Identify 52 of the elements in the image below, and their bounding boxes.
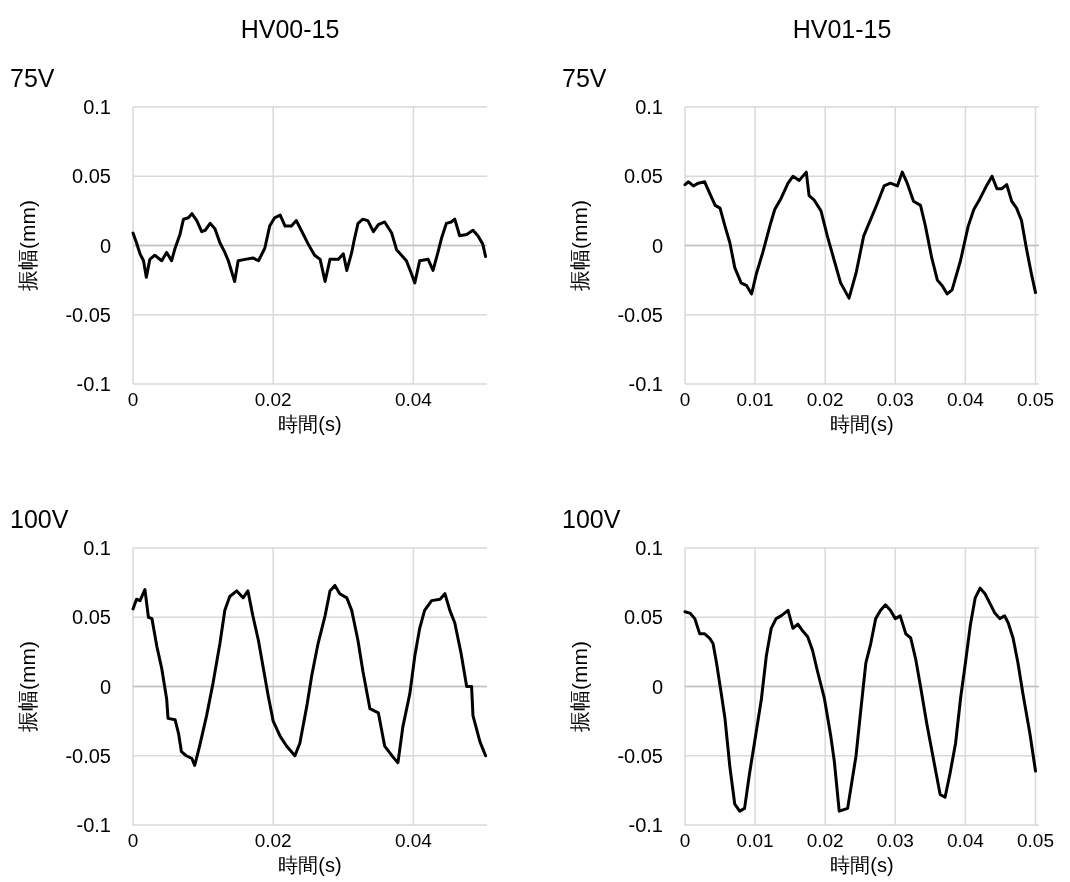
x-axis-title: 時間(s) bbox=[278, 854, 342, 876]
y-tick-label: 0 bbox=[651, 675, 663, 698]
y-tick-label: -0.05 bbox=[617, 744, 663, 767]
y-tick-label: 0.05 bbox=[624, 606, 663, 629]
x-axis-title: 時間(s) bbox=[830, 854, 894, 876]
y-tick-label: 0.1 bbox=[635, 537, 663, 559]
y-tick-label: -0.1 bbox=[76, 814, 111, 836]
x-tick-label: 0.02 bbox=[254, 389, 292, 410]
y-tick-label: 0.1 bbox=[83, 96, 111, 118]
y-tick-label: 0.05 bbox=[72, 606, 111, 629]
x-tick-label: 0.03 bbox=[876, 830, 914, 851]
y-axis-title: 振幅(mm) bbox=[568, 641, 591, 732]
y-tick-label: -0.05 bbox=[617, 303, 663, 326]
y-tick-label: 0.1 bbox=[83, 537, 111, 559]
chart-subtitle: 75V bbox=[10, 64, 55, 92]
x-tick-label: 0.01 bbox=[736, 389, 774, 410]
y-tick-label: 0 bbox=[99, 675, 111, 698]
y-tick-label: -0.1 bbox=[628, 373, 663, 395]
x-axis-title: 時間(s) bbox=[278, 413, 342, 435]
x-tick-label: 0.02 bbox=[254, 830, 292, 851]
x-tick-label: 0.05 bbox=[1017, 389, 1054, 410]
x-tick-label: 0.04 bbox=[946, 389, 985, 410]
x-tick-label: 0.04 bbox=[394, 389, 433, 410]
y-tick-label: -0.1 bbox=[628, 814, 663, 836]
x-tick-label: 0.04 bbox=[394, 830, 433, 851]
x-tick-label: 0.03 bbox=[876, 389, 914, 410]
x-tick-label: 0 bbox=[127, 389, 139, 410]
x-tick-label: 0.04 bbox=[946, 830, 985, 851]
y-tick-label: 0.1 bbox=[635, 96, 663, 118]
chart-subtitle: 100V bbox=[10, 505, 69, 533]
x-tick-label: 0.02 bbox=[806, 830, 844, 851]
y-tick-label: -0.05 bbox=[65, 303, 111, 326]
y-tick-label: 0.05 bbox=[72, 165, 111, 188]
x-tick-label: 0.01 bbox=[736, 830, 774, 851]
y-axis-title: 振幅(mm) bbox=[16, 200, 39, 291]
chart-title: HV00-15 bbox=[240, 15, 340, 43]
y-tick-label: -0.1 bbox=[76, 373, 111, 395]
x-tick-label: 0 bbox=[679, 389, 691, 410]
chart-subtitle: 100V bbox=[562, 505, 621, 533]
x-tick-label: 0.05 bbox=[1017, 830, 1054, 851]
y-tick-label: 0 bbox=[99, 234, 111, 257]
chart-title: HV01-15 bbox=[792, 15, 892, 43]
y-tick-label: 0 bbox=[651, 234, 663, 257]
x-tick-label: 0 bbox=[127, 830, 139, 851]
y-tick-label: -0.05 bbox=[65, 744, 111, 767]
x-tick-label: 0.02 bbox=[806, 389, 844, 410]
chart-subtitle: 75V bbox=[562, 64, 607, 92]
y-axis-title: 振幅(mm) bbox=[16, 641, 39, 732]
y-tick-label: 0.05 bbox=[624, 165, 663, 188]
x-tick-label: 0 bbox=[679, 830, 691, 851]
y-axis-title: 振幅(mm) bbox=[568, 200, 591, 291]
x-axis-title: 時間(s) bbox=[830, 413, 894, 435]
